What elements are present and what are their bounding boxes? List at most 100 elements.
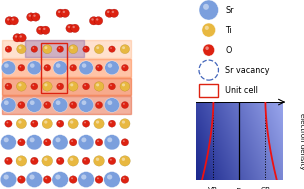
Circle shape: [4, 63, 9, 68]
Circle shape: [120, 45, 130, 54]
Circle shape: [78, 135, 94, 150]
Circle shape: [71, 24, 79, 33]
Circle shape: [56, 63, 60, 68]
Circle shape: [43, 176, 51, 183]
Circle shape: [5, 120, 12, 127]
Circle shape: [78, 98, 94, 112]
Circle shape: [58, 159, 60, 161]
Circle shape: [17, 45, 26, 54]
Circle shape: [55, 174, 60, 180]
Circle shape: [94, 45, 104, 54]
Circle shape: [6, 159, 8, 161]
Circle shape: [57, 46, 64, 52]
Circle shape: [122, 46, 125, 49]
Circle shape: [81, 174, 86, 180]
Circle shape: [120, 82, 130, 91]
Circle shape: [32, 159, 34, 161]
Circle shape: [81, 100, 86, 105]
Circle shape: [84, 84, 86, 86]
Circle shape: [18, 34, 26, 42]
Circle shape: [18, 101, 25, 108]
Circle shape: [29, 137, 35, 142]
Circle shape: [31, 120, 38, 127]
Circle shape: [45, 177, 47, 179]
Circle shape: [71, 140, 73, 142]
Circle shape: [5, 157, 12, 165]
Circle shape: [16, 119, 26, 129]
Circle shape: [91, 18, 94, 21]
Circle shape: [5, 17, 14, 25]
Circle shape: [82, 157, 90, 165]
Circle shape: [57, 120, 64, 127]
Circle shape: [45, 66, 47, 67]
Circle shape: [19, 35, 22, 38]
Circle shape: [45, 103, 47, 105]
Circle shape: [82, 120, 90, 127]
Circle shape: [4, 137, 9, 142]
Circle shape: [105, 98, 119, 112]
Circle shape: [6, 122, 8, 123]
Circle shape: [44, 121, 47, 124]
Text: Unit cell: Unit cell: [225, 86, 258, 95]
Circle shape: [56, 100, 60, 105]
Circle shape: [109, 83, 116, 90]
Circle shape: [83, 46, 89, 52]
Circle shape: [108, 63, 112, 68]
Circle shape: [12, 18, 14, 21]
Circle shape: [68, 26, 70, 28]
Circle shape: [205, 26, 209, 30]
Circle shape: [123, 66, 125, 67]
Circle shape: [0, 172, 17, 187]
Circle shape: [44, 46, 47, 49]
Circle shape: [53, 98, 68, 112]
Circle shape: [107, 100, 112, 105]
Circle shape: [17, 176, 25, 183]
Circle shape: [122, 158, 125, 161]
Circle shape: [68, 45, 78, 54]
Circle shape: [44, 158, 47, 161]
Circle shape: [123, 103, 125, 105]
Circle shape: [69, 139, 77, 146]
Circle shape: [4, 100, 9, 105]
Circle shape: [1, 135, 16, 150]
Circle shape: [107, 137, 112, 142]
Circle shape: [199, 60, 219, 80]
Circle shape: [18, 64, 25, 71]
Circle shape: [43, 28, 46, 30]
Circle shape: [52, 135, 68, 150]
Circle shape: [112, 11, 114, 13]
Circle shape: [1, 98, 16, 112]
Circle shape: [38, 28, 41, 30]
Circle shape: [108, 157, 116, 165]
Circle shape: [122, 64, 128, 71]
Circle shape: [43, 139, 51, 146]
Circle shape: [104, 172, 120, 187]
Circle shape: [53, 61, 67, 75]
Circle shape: [95, 101, 103, 108]
Circle shape: [33, 47, 34, 49]
Circle shape: [19, 177, 21, 179]
Circle shape: [84, 47, 86, 49]
Circle shape: [10, 17, 19, 25]
Circle shape: [121, 101, 129, 108]
Circle shape: [16, 156, 27, 166]
Circle shape: [19, 103, 21, 105]
Circle shape: [109, 46, 115, 52]
Circle shape: [110, 47, 112, 49]
Circle shape: [122, 83, 125, 86]
Circle shape: [5, 46, 12, 52]
Circle shape: [36, 26, 45, 34]
Circle shape: [19, 140, 21, 142]
Circle shape: [70, 46, 73, 49]
Circle shape: [42, 156, 53, 166]
Text: CB: CB: [261, 187, 270, 189]
Circle shape: [43, 45, 52, 54]
Bar: [2, 59, 131, 77]
Circle shape: [18, 121, 22, 124]
Circle shape: [107, 174, 112, 180]
Circle shape: [71, 66, 73, 67]
Circle shape: [199, 0, 219, 20]
Circle shape: [71, 177, 73, 179]
Bar: [26, 40, 84, 57]
Circle shape: [68, 82, 78, 91]
